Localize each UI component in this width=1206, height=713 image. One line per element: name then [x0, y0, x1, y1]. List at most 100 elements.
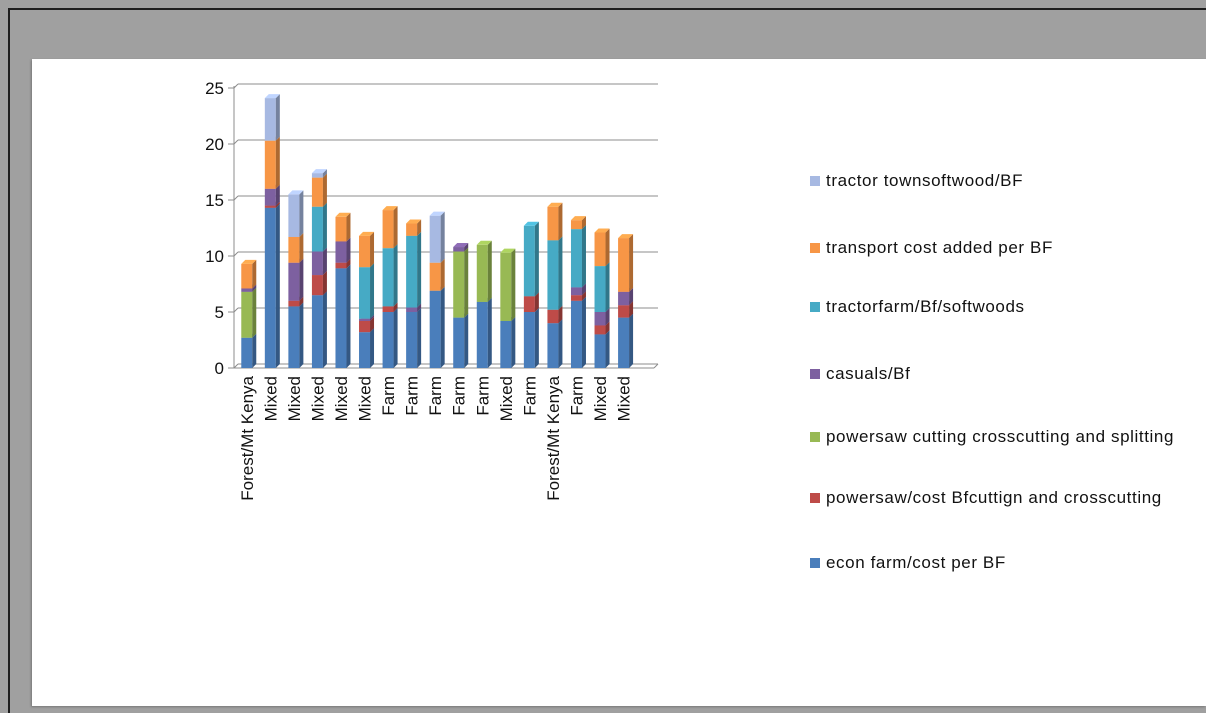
- bar-segment: [335, 264, 351, 368]
- x-tick-label: Farm: [567, 376, 586, 416]
- legend-label: casuals/Bf: [826, 364, 911, 383]
- x-tick-label: Mixed: [332, 376, 351, 421]
- bar-segment: [570, 216, 586, 230]
- bar-segment: [500, 316, 516, 368]
- bar-segment: [429, 211, 445, 263]
- bar-segment: [359, 231, 375, 268]
- bar-segment: [453, 243, 469, 252]
- bar-segment: [476, 240, 492, 302]
- bar-segment: [523, 221, 539, 297]
- x-axis-depth: [653, 363, 659, 369]
- bar-segment: [288, 258, 304, 301]
- legend-swatch: [810, 243, 820, 253]
- legend-label: transport cost added per BF: [826, 238, 1053, 257]
- gridline-depth: [233, 195, 239, 201]
- bar-segment: [382, 308, 398, 368]
- x-tick-label: Mixed: [497, 376, 516, 421]
- bar-segment: [570, 296, 586, 368]
- legend-item: tractorfarm/Bf/softwoods: [810, 295, 1202, 319]
- bar-segment: [453, 247, 469, 318]
- legend-item: powersaw/cost Bfcuttign and crosscutting: [810, 486, 1202, 510]
- bar-segment: [288, 232, 304, 263]
- y-tick-label: 25: [205, 79, 224, 98]
- gridline-depth: [233, 83, 239, 89]
- gridlines: [233, 83, 658, 369]
- x-tick-label: Farm: [426, 376, 445, 416]
- bar-segment: [547, 202, 563, 241]
- x-tick-label: Farm: [450, 376, 469, 416]
- legend-label: tractor townsoftwood/BF: [826, 171, 1024, 190]
- bar-segment: [547, 236, 563, 310]
- legend-label: powersaw/cost Bfcuttign and crosscutting: [826, 488, 1162, 507]
- bar-segment: [241, 259, 257, 289]
- bar-segment: [264, 94, 280, 141]
- bar-segment: [382, 206, 398, 249]
- bar-segment: [618, 234, 634, 292]
- x-tick-label: Farm: [379, 376, 398, 416]
- x-tick-label: Forest/Mt Kenya: [238, 375, 257, 500]
- bar-segment: [241, 287, 257, 338]
- bar-segment: [359, 263, 375, 319]
- legend-swatch: [810, 432, 820, 442]
- gridline-depth: [233, 307, 239, 313]
- bar-segment: [594, 330, 610, 368]
- bar-segment: [429, 286, 445, 368]
- bar-segment: [523, 308, 539, 368]
- bar-segment: [311, 291, 327, 368]
- bar-segment: [594, 262, 610, 312]
- x-tick-label: Farm: [473, 376, 492, 416]
- legend-item: transport cost added per BF: [810, 236, 1202, 260]
- legend-swatch: [810, 302, 820, 312]
- legend-swatch: [810, 493, 820, 503]
- bar-segment: [429, 258, 445, 291]
- gridline-depth: [233, 363, 239, 369]
- bar-segment: [547, 319, 563, 368]
- y-tick-label: 20: [205, 135, 224, 154]
- y-tick-label: 15: [205, 191, 224, 210]
- bar-segment: [476, 297, 492, 368]
- bar-segment: [406, 231, 422, 308]
- legend-swatch: [810, 558, 820, 568]
- bar-segment: [241, 333, 257, 368]
- x-tick-label: Mixed: [615, 376, 634, 421]
- bar-segment: [570, 225, 586, 288]
- legend-item: tractor townsoftwood/BF: [810, 169, 1202, 193]
- gridline-depth: [233, 139, 239, 145]
- bar-segment: [406, 219, 422, 236]
- x-tick-label: Mixed: [356, 376, 375, 421]
- bar-segment: [359, 328, 375, 368]
- legend-label: tractorfarm/Bf/softwoods: [826, 297, 1025, 316]
- bar-segment: [311, 169, 327, 178]
- bar-segment: [311, 173, 327, 207]
- bar-segment: [288, 190, 304, 237]
- bar-segment: [618, 313, 634, 368]
- bar-segment: [311, 247, 327, 276]
- legend-swatch: [810, 369, 820, 379]
- legend-label: econ farm/cost per BF: [826, 553, 1006, 572]
- bars: [241, 94, 634, 368]
- bar-segment: [406, 308, 422, 368]
- bar-segment: [594, 228, 610, 267]
- legend-item: casuals/Bf: [810, 362, 1202, 386]
- chart-area: 0 5 10 15 20 25 Forest/Mt Kenya Mixed Mixed Mixed…: [32, 59, 1206, 706]
- bar-segment: [335, 212, 351, 242]
- bar-segment: [288, 302, 304, 368]
- y-tick-label: 5: [215, 303, 224, 322]
- bar-segment: [382, 244, 398, 307]
- y-tick-label: 0: [215, 359, 224, 378]
- axes: [228, 86, 659, 369]
- x-tick-label: Forest/Mt Kenya: [544, 375, 563, 500]
- gridline-depth: [233, 251, 239, 257]
- bar-segment: [264, 136, 280, 189]
- legend-item: powersaw cutting crosscutting and splitt…: [810, 425, 1202, 449]
- legend-label: powersaw cutting crosscutting and splitt…: [826, 427, 1175, 446]
- x-tick-label: Mixed: [261, 376, 280, 421]
- bar-segment: [264, 203, 280, 368]
- bar-segment: [500, 248, 516, 321]
- y-tick-label: 10: [205, 247, 224, 266]
- bar-segment: [311, 202, 327, 252]
- x-tick-label: Farm: [520, 376, 539, 416]
- legend-swatch: [810, 176, 820, 186]
